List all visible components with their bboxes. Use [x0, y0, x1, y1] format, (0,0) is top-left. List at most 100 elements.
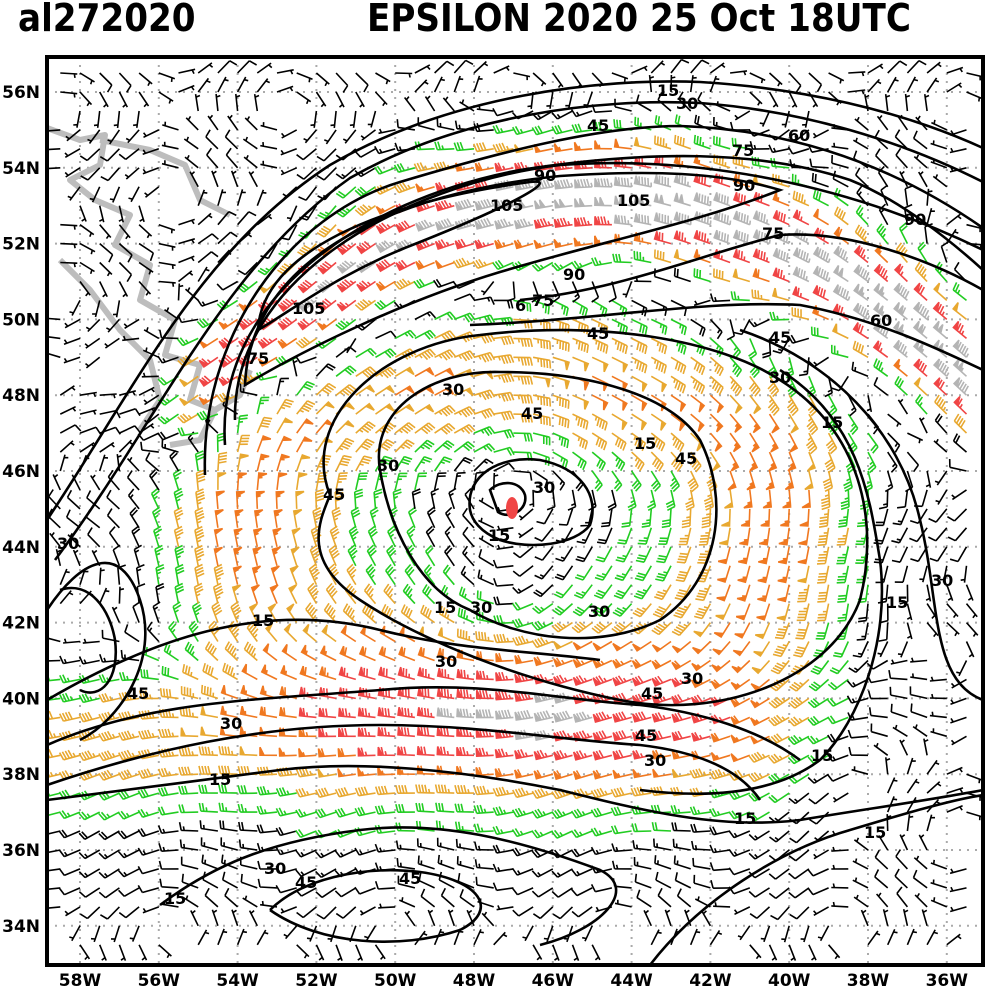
wind-barb	[253, 93, 260, 112]
wind-barb	[554, 565, 574, 581]
wind-barb	[453, 424, 476, 435]
wind-barb	[172, 468, 182, 491]
wind-barb	[836, 565, 850, 584]
wind-barb	[768, 868, 790, 880]
wind-barb	[777, 565, 790, 584]
wind-barb	[142, 347, 160, 359]
wind-barb	[670, 318, 687, 336]
wind-barb	[79, 242, 96, 255]
wind-barb	[732, 210, 752, 226]
wind-barb	[349, 110, 357, 128]
wind-barb	[571, 944, 580, 961]
wind-barb	[572, 413, 589, 430]
wind-barb	[218, 746, 238, 757]
wind-barb	[375, 366, 397, 379]
wind-barb	[377, 707, 396, 719]
wind-barb	[256, 786, 278, 796]
wind-barb	[325, 582, 338, 605]
wind-barb	[78, 811, 101, 821]
wind-barb	[256, 396, 270, 415]
wind-barb	[137, 748, 159, 760]
wind-barb	[404, 910, 416, 927]
wind-barb	[335, 419, 355, 434]
wind-barb	[533, 656, 554, 667]
wind-barb	[894, 565, 909, 583]
contour-label: 75	[247, 349, 269, 368]
wind-barb	[414, 79, 429, 93]
wind-barb	[634, 565, 652, 582]
wind-barb	[445, 506, 455, 529]
wind-barb	[353, 488, 364, 509]
wind-barb	[492, 108, 514, 117]
wind-barb	[84, 337, 101, 349]
wind-barb	[93, 110, 101, 128]
wind-barb	[256, 62, 273, 74]
wind-barb	[355, 472, 368, 491]
wind-barb	[730, 70, 748, 76]
wind-barb	[949, 868, 967, 875]
wind-barb	[752, 210, 770, 226]
wind-barb	[532, 602, 554, 615]
wind-barb	[946, 82, 963, 93]
wind-barb	[552, 944, 560, 961]
wind-barb	[473, 296, 495, 305]
latitude-label: 40N	[2, 689, 40, 709]
wind-barb	[592, 769, 613, 780]
wind-barb	[434, 218, 455, 231]
wind-barb	[118, 944, 127, 961]
wind-barb	[831, 344, 849, 359]
wind-barb	[797, 584, 810, 603]
wind-barb	[233, 527, 243, 547]
wind-barb	[354, 186, 376, 197]
wind-barb	[434, 330, 456, 342]
wind-barb	[513, 394, 533, 404]
wind-barb	[298, 727, 317, 738]
wind-barb	[632, 749, 652, 760]
wind-barb	[496, 525, 514, 531]
wind-barb	[595, 546, 613, 563]
wind-barb	[452, 257, 475, 269]
wind-barb	[394, 472, 408, 491]
wind-barb	[611, 451, 626, 472]
wind-barb	[529, 489, 535, 507]
wind-barb	[335, 454, 352, 472]
wind-barb	[630, 786, 652, 797]
wind-barb	[151, 506, 161, 529]
wind-barb	[888, 669, 908, 681]
wind-barb	[762, 489, 773, 509]
wind-barb	[551, 124, 573, 135]
wind-barb	[283, 925, 298, 940]
wind-barb	[797, 565, 810, 584]
wind-barb	[118, 586, 125, 604]
wind-barb	[374, 843, 396, 853]
wind-barb	[63, 337, 81, 345]
wind-barb	[492, 559, 514, 569]
wind-barb	[340, 625, 357, 643]
isotach-75-east	[519, 233, 983, 302]
wind-barb	[796, 603, 810, 622]
wind-barb	[788, 696, 810, 709]
wind-barb	[315, 337, 337, 349]
wind-barb	[573, 237, 593, 247]
wind-barb	[572, 356, 590, 372]
wind-barb	[673, 192, 691, 207]
wind-barb	[511, 847, 534, 857]
wind-barb	[590, 884, 613, 893]
wind-barb	[397, 706, 416, 719]
wind-barb	[768, 144, 790, 154]
wind-barb	[809, 158, 829, 169]
wind-barb	[474, 198, 495, 211]
wind-barb	[310, 110, 318, 128]
wind-barb	[260, 122, 278, 131]
wind-barb	[475, 747, 494, 758]
wind-barb	[434, 440, 455, 453]
wind-barb	[627, 489, 637, 512]
wind-barb	[158, 728, 179, 738]
wind-barb	[395, 804, 415, 813]
wind-barb	[512, 906, 534, 917]
wind-barb	[78, 849, 101, 860]
wind-barb	[440, 887, 455, 908]
wind-barb	[329, 525, 340, 548]
wind-barb	[58, 868, 81, 877]
wind-barb	[358, 666, 376, 681]
